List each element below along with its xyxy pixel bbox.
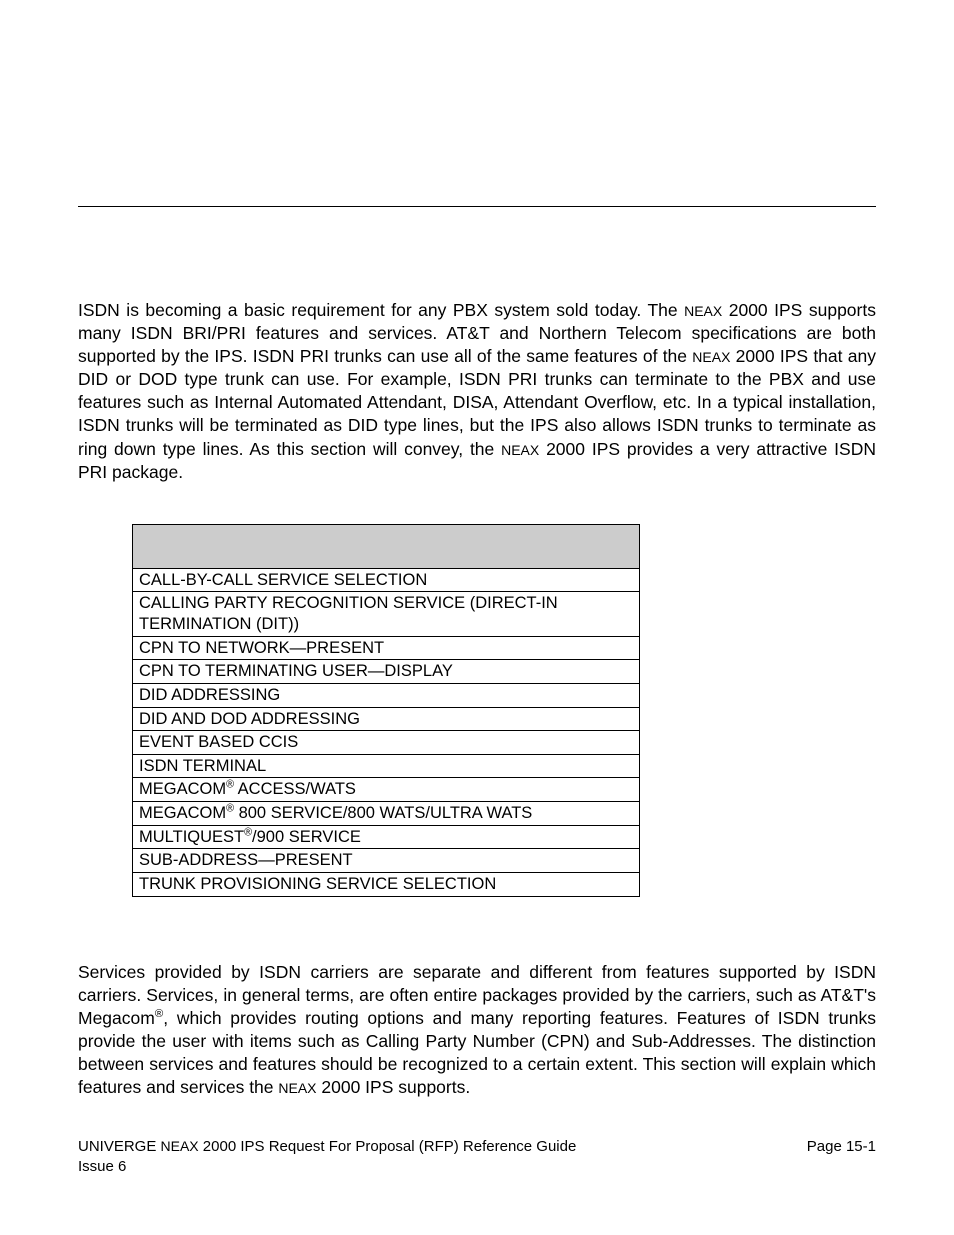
table-row: CPN TO TERMINATING USER—DISPLAY	[133, 660, 640, 684]
table-cell: CPN TO NETWORK—PRESENT	[133, 636, 640, 660]
table-row: DID AND DOD ADDRESSING	[133, 707, 640, 731]
intro-paragraph: ISDN is becoming a basic requirement for…	[78, 299, 876, 484]
table-row: CPN TO NETWORK—PRESENT	[133, 636, 640, 660]
table-row: CALL-BY-CALL SERVICE SELECTION	[133, 568, 640, 592]
table-row: EVENT BASED CCIS	[133, 731, 640, 755]
table-cell: CALLING PARTY RECOGNITION SERVICE (DIREC…	[133, 592, 640, 636]
table-row: TRUNK PROVISIONING SERVICE SELECTION	[133, 872, 640, 896]
footer-page-number: Page 15-1	[807, 1138, 876, 1155]
table-row: DID ADDRESSING	[133, 683, 640, 707]
table-row: CALLING PARTY RECOGNITION SERVICE (DIREC…	[133, 592, 640, 636]
table-row: ISDN TERMINAL	[133, 754, 640, 778]
features-table-wrap: CALL-BY-CALL SERVICE SELECTIONCALLING PA…	[132, 524, 640, 897]
header-rule	[78, 206, 876, 207]
table-row: MEGACOM® ACCESS/WATS	[133, 778, 640, 802]
table-cell: DID ADDRESSING	[133, 683, 640, 707]
table-row: MEGACOM® 800 SERVICE/800 WATS/ULTRA WATS	[133, 802, 640, 826]
features-table: CALL-BY-CALL SERVICE SELECTIONCALLING PA…	[132, 524, 640, 897]
table-cell: EVENT BASED CCIS	[133, 731, 640, 755]
page-footer: UNIVERGE NEAX 2000 IPS Request For Propo…	[78, 1137, 876, 1178]
table-body: CALL-BY-CALL SERVICE SELECTIONCALLING PA…	[133, 568, 640, 896]
paragraph-1: ISDN is becoming a basic requirement for…	[78, 299, 876, 484]
table-cell: ISDN TERMINAL	[133, 754, 640, 778]
table-header	[133, 524, 640, 568]
table-row: MULTIQUEST®/900 SERVICE	[133, 825, 640, 849]
footer-issue: Issue 6	[78, 1157, 576, 1177]
table-cell: MEGACOM® 800 SERVICE/800 WATS/ULTRA WATS	[133, 802, 640, 826]
footer-doc-title: UNIVERGE NEAX 2000 IPS Request For Propo…	[78, 1137, 576, 1157]
table-cell: MEGACOM® ACCESS/WATS	[133, 778, 640, 802]
second-paragraph-block: Services provided by ISDN carriers are s…	[78, 961, 876, 1100]
table-cell: SUB-ADDRESS—PRESENT	[133, 849, 640, 873]
table-cell: TRUNK PROVISIONING SERVICE SELECTION	[133, 872, 640, 896]
footer-left: UNIVERGE NEAX 2000 IPS Request For Propo…	[78, 1137, 576, 1178]
table-cell: CALL-BY-CALL SERVICE SELECTION	[133, 568, 640, 592]
table-row: SUB-ADDRESS—PRESENT	[133, 849, 640, 873]
table-cell: CPN TO TERMINATING USER—DISPLAY	[133, 660, 640, 684]
paragraph-2: Services provided by ISDN carriers are s…	[78, 961, 876, 1100]
table-cell: DID AND DOD ADDRESSING	[133, 707, 640, 731]
table-cell: MULTIQUEST®/900 SERVICE	[133, 825, 640, 849]
footer-right: Page 15-1	[807, 1137, 876, 1178]
